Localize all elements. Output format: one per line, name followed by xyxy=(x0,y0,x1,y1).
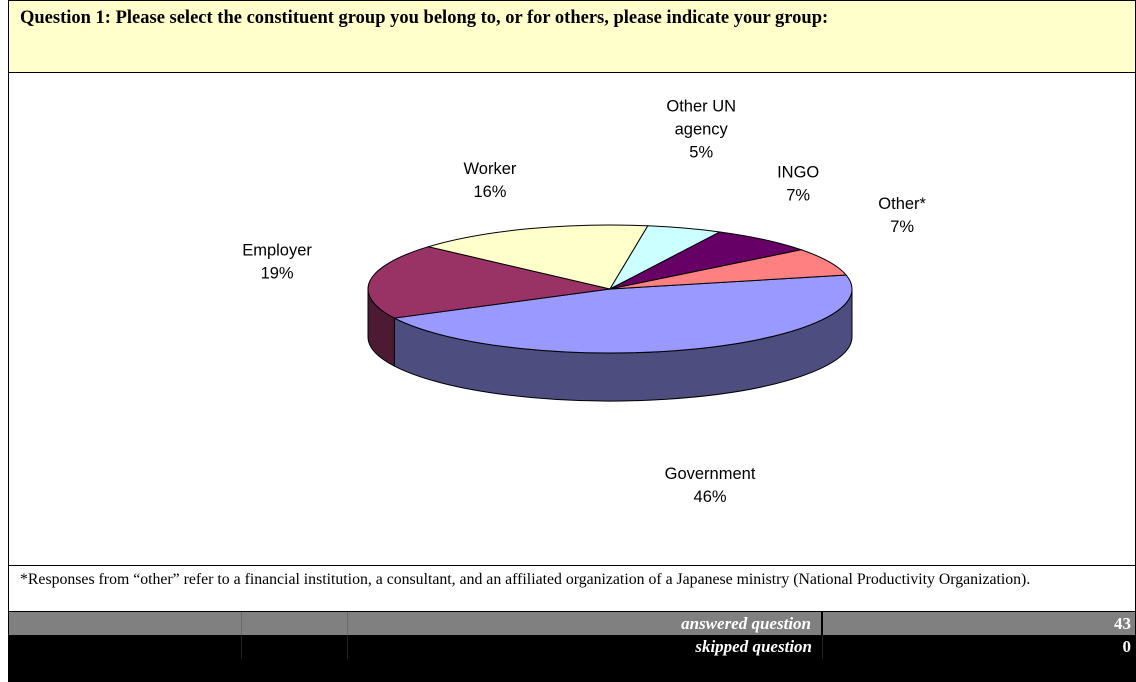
pie-label-name: Employer xyxy=(242,242,312,260)
answered-label: answered question xyxy=(348,612,823,635)
survey-question-panel: Question 1: Please select the constituen… xyxy=(8,0,1136,682)
pie-label-worker: Worker 16% xyxy=(464,160,517,201)
pie-label-name: Government xyxy=(665,465,756,483)
pie-label-employer: Employer 19% xyxy=(242,242,312,283)
pie-label-percent: 16% xyxy=(473,183,506,201)
pie-slice-worker xyxy=(426,224,649,290)
pie-label-name: agency xyxy=(675,121,729,139)
pie-label-percent: 5% xyxy=(689,144,713,162)
pie-slice-employer xyxy=(367,246,611,319)
footnote: *Responses from “other” refer to a finan… xyxy=(9,565,1135,611)
pie-label-other-un-agency: Other UN agency 5% xyxy=(666,98,736,162)
skipped-label: skipped question xyxy=(348,635,823,659)
pie-label-name: Other* xyxy=(878,195,926,213)
pie-label-percent: 7% xyxy=(890,218,914,236)
pie-chart-area: Government 46% Employer 19% Worker 16% Other U… xyxy=(9,73,1135,565)
pie-label-name: Worker xyxy=(464,160,517,178)
pie-slice-government xyxy=(392,274,853,354)
pie-label-government: Government 46% xyxy=(665,465,756,506)
skipped-value: 0 xyxy=(1122,637,1132,656)
pie-label-other: Other* 7% xyxy=(878,195,926,236)
pie-label-ingo: INGO 7% xyxy=(777,163,819,204)
pie-label-name: INGO xyxy=(777,163,819,181)
pie-slice-ingo xyxy=(609,231,804,290)
answered-row: answered question 43 xyxy=(9,611,1135,635)
question-title: Question 1: Please select the constituen… xyxy=(9,0,1135,73)
pie-label-name: Other UN xyxy=(666,98,736,116)
pie-label-percent: 19% xyxy=(261,265,294,283)
skipped-row: skipped question 0 xyxy=(9,635,1135,682)
pie-label-percent: 7% xyxy=(786,186,810,204)
pie-label-percent: 46% xyxy=(694,488,727,506)
pie-slice-other xyxy=(609,249,848,290)
answered-value: 43 xyxy=(1114,614,1131,633)
